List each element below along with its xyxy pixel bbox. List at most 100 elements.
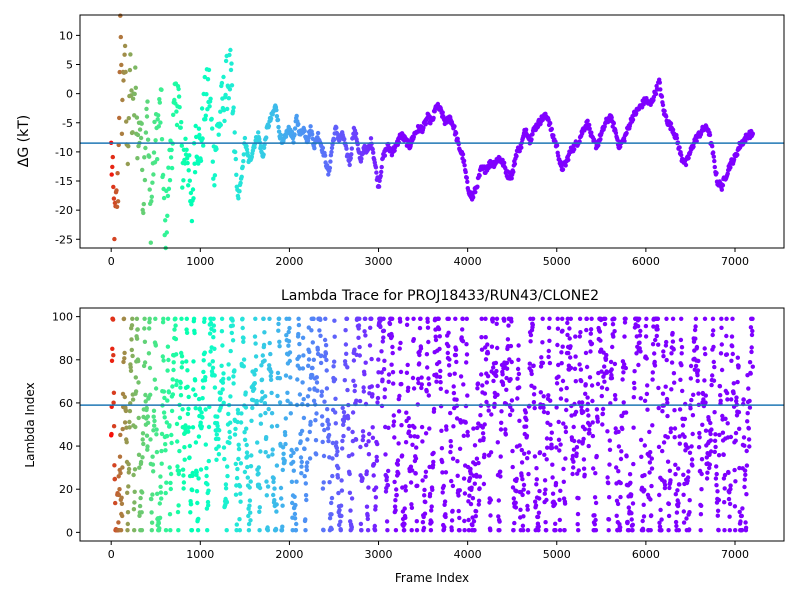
lambda-point [275, 423, 280, 429]
delta-g-point [192, 161, 197, 166]
lambda-point [226, 362, 231, 367]
delta-g-point [431, 115, 436, 121]
delta-g-point [679, 152, 684, 158]
lambda-point [259, 377, 265, 382]
lambda-point [292, 511, 298, 517]
delta-g-point [114, 188, 119, 193]
delta-g-point [174, 122, 180, 128]
lambda-point [260, 389, 265, 395]
delta-g-point [207, 104, 212, 109]
lambda-point [349, 525, 354, 530]
delta-g-point [206, 67, 212, 73]
lambda-point [371, 473, 376, 478]
lambda-point [224, 500, 230, 505]
lambda-point [732, 467, 737, 473]
lambda-point [278, 485, 284, 491]
x-tick-label: 7000 [721, 548, 749, 561]
lambda-point [509, 319, 514, 324]
lambda-point [736, 410, 742, 415]
lambda-point [510, 448, 515, 454]
lambda-point [229, 330, 234, 336]
lambda-point [560, 316, 565, 321]
lambda-point [482, 391, 488, 396]
lambda-point [599, 385, 605, 390]
lambda-point [423, 431, 429, 436]
lambda-point [184, 359, 189, 364]
x-tick-label: 0 [108, 255, 115, 268]
lambda-point [536, 528, 541, 533]
lambda-point [711, 344, 716, 350]
lambda-point [369, 356, 374, 362]
lambda-point [644, 316, 649, 321]
lambda-point [533, 499, 538, 504]
lambda-point [232, 432, 238, 437]
lambda-point [584, 364, 590, 370]
delta-g-point [183, 152, 189, 157]
lambda-point [575, 522, 580, 527]
lambda-point [530, 316, 536, 321]
lambda-point [673, 472, 678, 477]
lambda-point [675, 488, 680, 493]
lambda-point [368, 325, 373, 330]
lambda-point [413, 456, 419, 461]
lambda-point [193, 440, 199, 445]
delta-g-point [194, 134, 199, 140]
lambda-point [528, 339, 533, 344]
delta-g-point [509, 176, 514, 181]
lambda-point [589, 341, 595, 346]
lambda-point [221, 400, 226, 405]
lambda-point [604, 370, 609, 375]
lambda-point [148, 437, 153, 442]
delta-g-point [129, 88, 134, 93]
lambda-point [223, 486, 229, 491]
lambda-point [581, 436, 586, 442]
lambda-point [305, 394, 311, 399]
lambda-point [373, 495, 379, 500]
lambda-point [267, 363, 272, 368]
lambda-point [733, 430, 739, 436]
lambda-point [496, 498, 501, 503]
lambda-point [420, 439, 425, 444]
lambda-point [638, 328, 643, 334]
x-tick-label: 6000 [632, 548, 660, 561]
lambda-point [475, 381, 481, 386]
lambda-point [592, 513, 597, 518]
lambda-point [375, 383, 380, 389]
lambda-point [110, 317, 116, 322]
lambda-point [618, 480, 623, 486]
lambda-point [168, 480, 173, 486]
delta-g-point [348, 155, 353, 161]
lambda-point [306, 363, 311, 368]
lambda-point [228, 420, 233, 425]
delta-g-point [115, 171, 120, 176]
delta-g-point [202, 74, 207, 80]
lambda-point [693, 316, 699, 321]
delta-g-point [234, 172, 239, 177]
lambda-point [360, 429, 366, 434]
lambda-point [364, 442, 369, 448]
lambda-point [299, 464, 304, 469]
lambda-point [660, 448, 665, 454]
lambda-point [329, 526, 334, 532]
lambda-point [703, 400, 708, 405]
lambda-point [358, 444, 363, 450]
lambda-point [647, 429, 652, 435]
lambda-point [382, 358, 387, 363]
lambda-point [245, 454, 250, 459]
lambda-point [590, 398, 595, 404]
lambda-point [468, 466, 473, 472]
lambda-point [244, 442, 249, 448]
lambda-point [315, 388, 320, 393]
lambda-point [128, 365, 133, 370]
lambda-point [641, 502, 646, 507]
lambda-point [451, 384, 456, 389]
lambda-point [722, 486, 727, 491]
delta-g-point [624, 130, 629, 136]
lambda-point [464, 342, 469, 347]
lambda-point [626, 528, 632, 533]
delta-g-point [214, 146, 219, 152]
lambda-point [731, 381, 736, 386]
y-tick-label: 80 [59, 354, 73, 367]
lambda-point [724, 352, 730, 357]
lambda-point [565, 320, 570, 326]
